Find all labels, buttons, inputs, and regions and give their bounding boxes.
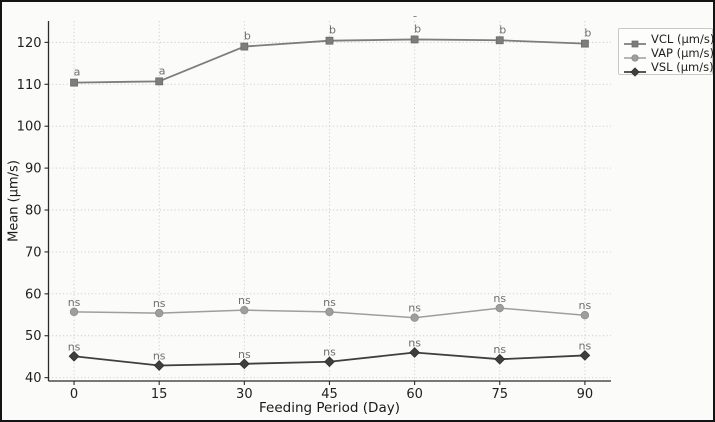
annotation-vap: ns bbox=[579, 299, 592, 312]
marker-square bbox=[70, 78, 78, 87]
marker-square bbox=[240, 42, 249, 51]
legend-label-vap: VAP (μm/s) bbox=[651, 46, 714, 60]
annotation-vsl: ns bbox=[238, 348, 251, 361]
x-tick-label: 90 bbox=[577, 387, 594, 402]
marker-diamond bbox=[238, 358, 250, 370]
marker-circle bbox=[580, 311, 590, 320]
annotation-vap: ns bbox=[238, 294, 251, 307]
marker-circle bbox=[495, 303, 504, 313]
x-tick-label: 60 bbox=[406, 387, 423, 402]
annotation-vcl: a bbox=[74, 66, 81, 79]
marker-square bbox=[155, 77, 164, 86]
legend-item-vsl: VSL (μm/s) bbox=[623, 60, 713, 77]
legend-marker-vcl-square-icon bbox=[623, 34, 647, 48]
marker-square bbox=[580, 39, 589, 48]
y-tick-label: 70 bbox=[25, 245, 42, 260]
legend-marker-vap-circle-icon bbox=[623, 48, 647, 62]
y-tick-label: 110 bbox=[17, 78, 42, 93]
stray-mark: - bbox=[412, 9, 418, 23]
annotation-vsl: ns bbox=[493, 343, 506, 356]
annotation-vsl: ns bbox=[579, 339, 592, 352]
legend-item-vcl: VCL (μm/s) bbox=[623, 32, 713, 48]
y-tick-label: 100 bbox=[17, 120, 42, 135]
marker-circle bbox=[325, 307, 334, 317]
marker-diamond bbox=[153, 360, 165, 371]
marker-circle bbox=[410, 313, 419, 322]
legend-marker-vsl-diamond-icon bbox=[623, 62, 647, 77]
annotation-vcl: b bbox=[329, 24, 336, 37]
y-tick-label: 90 bbox=[25, 162, 42, 177]
marker-diamond bbox=[324, 356, 335, 368]
y-tick-label: 40 bbox=[25, 371, 42, 386]
marker-diamond bbox=[494, 353, 506, 365]
annotation-vcl: b bbox=[499, 23, 506, 36]
y-axis-label: Mean (μm/s) bbox=[6, 160, 22, 242]
x-tick-label: 30 bbox=[236, 387, 253, 402]
y-tick-label: 50 bbox=[25, 329, 42, 344]
marker-square bbox=[410, 35, 419, 44]
marker-square bbox=[325, 36, 334, 45]
annotation-vap: ns bbox=[323, 296, 336, 309]
annotation-vap: ns bbox=[153, 297, 166, 310]
x-axis-label: Feeding Period (Day) bbox=[259, 400, 400, 416]
marker-circle bbox=[154, 308, 164, 318]
annotation-vsl: ns bbox=[323, 346, 336, 359]
annotation-vsl: ns bbox=[68, 340, 81, 353]
legend-label-vsl: VSL (μm/s) bbox=[651, 60, 714, 74]
legend-sample-line bbox=[624, 40, 646, 48]
y-tick-label: 80 bbox=[25, 204, 42, 219]
annotation-vcl: a bbox=[159, 64, 166, 77]
marker-diamond bbox=[579, 350, 591, 361]
marker-diamond bbox=[630, 67, 640, 77]
marker-diamond bbox=[68, 350, 80, 362]
annotation-vsl: ns bbox=[408, 337, 421, 350]
marker-circle bbox=[240, 305, 249, 315]
x-tick-label: 15 bbox=[151, 387, 168, 402]
legend-sample-line bbox=[624, 54, 646, 62]
annotation-vsl: ns bbox=[153, 349, 166, 362]
legend-item-vap: VAP (μm/s) bbox=[623, 46, 713, 62]
marker-square bbox=[631, 40, 639, 48]
annotation-vap: ns bbox=[68, 296, 81, 309]
annotation-vcl: b bbox=[244, 30, 251, 43]
legend: VCL (μm/s) VAP (μm/s) VSL (μm/s) bbox=[618, 28, 713, 77]
marker-square bbox=[495, 36, 504, 45]
x-tick-label: 45 bbox=[321, 387, 338, 402]
annotation-vcl: b bbox=[414, 22, 421, 35]
x-tick-label: 0 bbox=[70, 387, 78, 402]
legend-sample-line bbox=[624, 67, 646, 77]
annotation-vcl: b bbox=[584, 27, 591, 40]
legend-label-vcl: VCL (μm/s) bbox=[651, 32, 715, 46]
marker-circle bbox=[631, 54, 639, 62]
y-tick-label: 120 bbox=[17, 36, 42, 51]
marker-diamond bbox=[409, 347, 420, 358]
y-tick-label: 60 bbox=[25, 287, 42, 302]
annotation-vap: ns bbox=[493, 292, 506, 305]
annotation-vap: ns bbox=[408, 302, 421, 315]
x-tick-label: 75 bbox=[491, 387, 508, 402]
marker-circle bbox=[69, 307, 79, 317]
